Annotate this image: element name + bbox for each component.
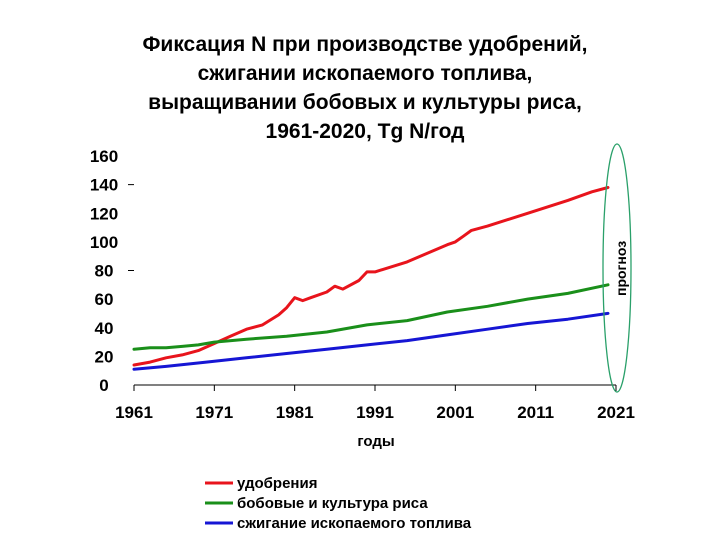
y-tick-label: 0 [99, 376, 108, 395]
y-tick-label: 20 [95, 347, 114, 366]
legend-label: сжигание ископаемого топлива [237, 515, 472, 532]
y-tick-label: 80 [95, 262, 114, 281]
legend-label: удобрения [237, 475, 317, 492]
chart-title-line: сжигании ископаемого топлива, [197, 62, 533, 85]
series-line [132, 311, 610, 371]
chart-title-line: 1961-2020, Tg N/год [265, 120, 465, 143]
x-tick-label: 2021 [597, 403, 635, 422]
y-tick-label: 140 [90, 176, 118, 195]
forecast-ellipse [602, 143, 632, 393]
y-tick-label: 40 [95, 319, 114, 338]
chart-title-line: выращивании бобовых и культуры риса, [148, 91, 582, 114]
y-axis: 0 20 40 60 80 100 120 140 160 [90, 147, 134, 395]
legend: удобрения бобовые и культура риса сжигание… [205, 475, 472, 532]
x-tick-label: 1981 [276, 403, 314, 422]
series-line [132, 186, 610, 367]
x-tick-label: 2011 [517, 403, 554, 422]
y-tick-label: 120 [90, 204, 118, 223]
x-tick-label: 1971 [195, 403, 233, 422]
x-tick-label: 2001 [436, 403, 474, 422]
y-tick-label: 160 [90, 147, 118, 166]
x-tick-label: 1991 [356, 403, 394, 422]
x-axis-title: годы [357, 433, 394, 450]
x-tick-label: 1961 [115, 403, 153, 422]
y-tick-label: 100 [90, 233, 118, 252]
x-axis: 1961 1971 1981 1991 2001 2011 2021 [115, 384, 635, 422]
series-layer [132, 186, 610, 371]
chart-title: Фиксация N при производстве удобрений, с… [40, 30, 690, 146]
legend-label: бобовые и культура риса [237, 495, 428, 512]
series-line [132, 283, 610, 351]
chart-title-line: Фиксация N при производстве удобрений, [142, 33, 588, 56]
y-tick-label: 60 [95, 290, 114, 309]
forecast-label: прогноз [613, 241, 629, 296]
